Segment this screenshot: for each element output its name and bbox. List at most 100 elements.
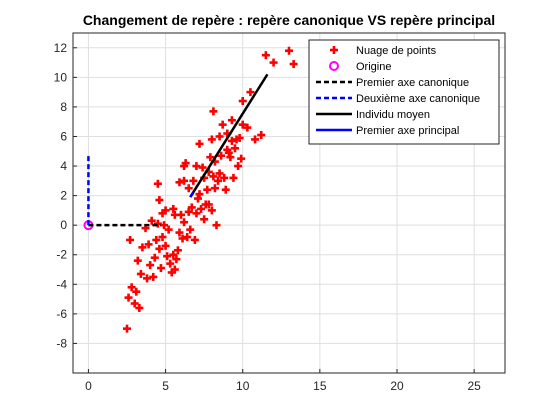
data-point — [184, 184, 193, 193]
legend-box — [308, 39, 500, 145]
data-point — [189, 176, 198, 185]
legend-label: Premier axe principal — [356, 125, 459, 137]
data-point — [207, 135, 216, 144]
data-point — [183, 233, 192, 241]
data-point — [224, 148, 233, 157]
x-tick-label: 10 — [236, 379, 250, 393]
y-tick-label: 6 — [60, 129, 67, 143]
data-point — [206, 153, 215, 162]
data-point — [153, 219, 162, 228]
data-point — [217, 151, 226, 160]
y-tick-label: 10 — [54, 70, 68, 84]
data-point — [175, 228, 184, 237]
data-point — [212, 221, 221, 230]
data-point — [155, 244, 164, 253]
data-point — [180, 176, 189, 185]
y-tick-label: 8 — [60, 100, 67, 114]
data-point — [235, 133, 244, 142]
data-point — [133, 256, 142, 265]
mean-individual-line — [189, 73, 269, 198]
data-point — [143, 274, 152, 283]
data-point — [172, 255, 181, 264]
data-point — [203, 185, 212, 194]
data-point — [209, 172, 218, 181]
data-point — [144, 240, 153, 249]
data-point — [181, 159, 190, 168]
data-point — [138, 243, 147, 252]
data-point — [218, 120, 227, 129]
x-tick-label: 5 — [162, 379, 169, 393]
data-point — [149, 272, 158, 281]
data-point — [251, 135, 260, 144]
axis-ticks: 0 5 10 15 20 25 -8 -6 -4 -2 0 2 4 6 8 10 12 — [54, 41, 481, 393]
data-point — [153, 179, 162, 188]
data-point — [180, 218, 189, 227]
data-point — [238, 120, 247, 129]
data-point — [156, 264, 165, 273]
data-point — [209, 107, 218, 116]
data-point — [173, 246, 182, 255]
y-tick-label: 0 — [60, 218, 67, 232]
data-point — [147, 216, 156, 225]
data-point — [136, 269, 145, 278]
data-point — [126, 235, 135, 244]
legend-label: Premier axe canonique — [356, 77, 469, 89]
y-tick-label: -8 — [56, 336, 67, 350]
data-point — [204, 200, 213, 209]
data-point — [221, 185, 230, 194]
data-point — [170, 265, 179, 274]
data-point — [229, 173, 238, 182]
data-point — [238, 97, 247, 105]
data-point — [175, 178, 184, 187]
data-point — [146, 261, 155, 270]
data-point — [220, 173, 229, 182]
data-point — [231, 144, 239, 153]
data-point — [161, 206, 170, 215]
data-point — [195, 139, 204, 148]
data-point — [227, 136, 236, 145]
data-point — [135, 303, 144, 312]
data-point — [289, 60, 298, 69]
data-point — [285, 46, 293, 55]
y-tick-label: -4 — [56, 277, 67, 291]
data-point — [161, 241, 170, 250]
data-point — [132, 287, 141, 296]
y-tick-label: 12 — [54, 41, 68, 55]
data-point — [158, 233, 167, 241]
data-point — [261, 51, 270, 60]
data-point — [243, 123, 252, 132]
data-point — [163, 252, 172, 261]
data-point — [214, 176, 223, 185]
data-point — [190, 235, 199, 244]
data-point — [269, 58, 278, 67]
data-point — [150, 253, 159, 262]
data-point — [169, 250, 178, 259]
data-point — [186, 225, 195, 234]
chart-title: Changement de repère : repère canonique … — [83, 12, 495, 28]
data-point — [160, 221, 169, 230]
data-point — [226, 153, 235, 162]
legend-plus-marker — [330, 46, 338, 54]
data-point — [155, 196, 164, 205]
legend-label: Individu moyen — [356, 109, 430, 121]
plot-area-border — [72, 32, 506, 374]
data-point — [124, 293, 133, 302]
data-point — [184, 207, 193, 216]
data-point — [227, 116, 236, 125]
legend: Nuage de points Origine Premier axe canoni… — [308, 39, 500, 145]
data-point — [195, 190, 204, 199]
data-point — [166, 259, 175, 268]
data-point — [198, 163, 207, 172]
legend-label: Nuage de points — [356, 45, 437, 57]
data-point — [192, 209, 201, 218]
data-point — [127, 283, 136, 292]
legend-label: Origine — [356, 61, 391, 73]
data-point — [215, 169, 224, 178]
plot-marks — [83, 46, 298, 333]
y-tick-label: -6 — [56, 307, 67, 321]
y-tick-label: 4 — [60, 159, 67, 173]
data-point — [152, 235, 161, 244]
data-point — [177, 210, 185, 219]
